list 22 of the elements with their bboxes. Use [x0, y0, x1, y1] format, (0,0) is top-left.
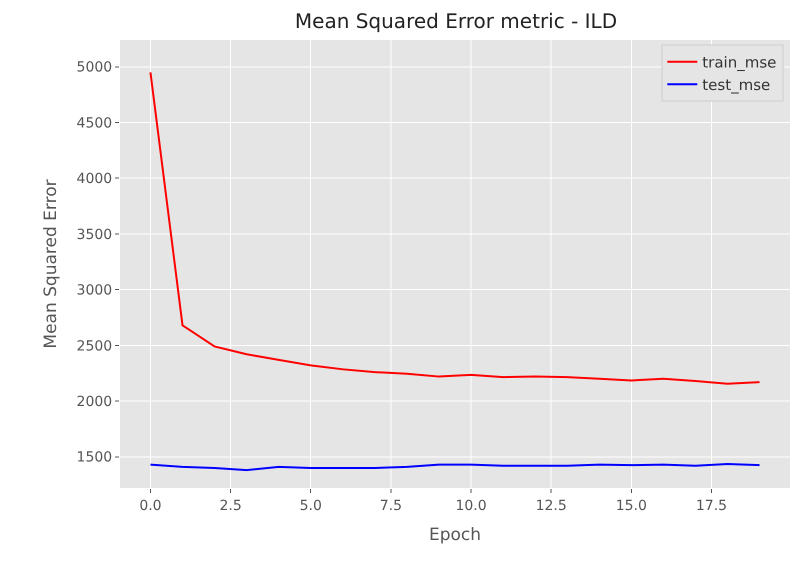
y-tick-label: 1500 [76, 450, 112, 466]
y-tick-label: 3000 [76, 282, 112, 299]
y-tick-label: 2000 [76, 394, 112, 410]
y-axis-title: Mean Squared Error [41, 179, 62, 349]
x-tick-label: 5.0 [300, 498, 322, 514]
y-tick-label: 3500 [76, 226, 112, 243]
x-tick-label: 2.5 [219, 498, 242, 514]
x-tick-label: 7.5 [380, 498, 402, 514]
legend-label: train_mse [702, 54, 776, 72]
y-tick-label: 5000 [76, 60, 112, 76]
x-tick-label: 17.5 [696, 498, 728, 514]
y-tick-label: 4500 [76, 115, 112, 132]
x-tick-label: 10.0 [455, 498, 487, 514]
chart-title: Mean Squared Error metric - ILD [294, 9, 618, 34]
x-tick-label: 15.0 [616, 498, 647, 514]
y-tick-label: 4000 [76, 171, 112, 188]
x-tick-label: 0.0 [139, 498, 162, 514]
legend-label: test_mse [702, 76, 770, 94]
y-tick-label: 2500 [76, 338, 112, 354]
x-axis-title: Epoch [428, 525, 482, 546]
x-tick-label: 12.5 [536, 498, 567, 514]
line-series [149, 463, 761, 472]
